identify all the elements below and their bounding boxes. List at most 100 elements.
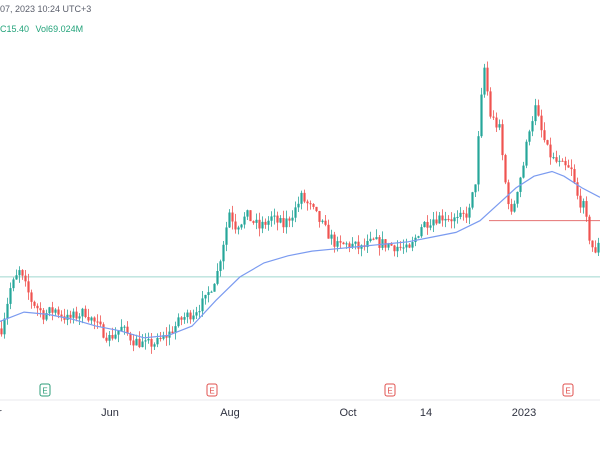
- candle-body: [165, 335, 168, 338]
- candle-body: [498, 124, 501, 128]
- candle-body: [522, 165, 525, 178]
- candle-body: [228, 212, 231, 228]
- candle-body: [561, 160, 564, 162]
- candle-body: [330, 234, 333, 239]
- candle-body: [426, 221, 429, 228]
- candle-body: [378, 237, 381, 248]
- earnings-marker-letter: E: [565, 387, 570, 396]
- candle-body: [393, 245, 396, 252]
- candle-body: [585, 201, 588, 217]
- candles: [0, 61, 600, 354]
- candle-body: [438, 215, 441, 224]
- candle-body: [552, 157, 555, 159]
- candle-body: [33, 301, 36, 306]
- candle-body: [402, 247, 405, 249]
- candle-body: [144, 340, 147, 342]
- x-tick-label: 2023: [512, 407, 536, 419]
- candle-body: [180, 317, 183, 320]
- candle-body: [114, 334, 117, 339]
- earnings-marker[interactable]: E: [384, 383, 396, 397]
- x-tick-label: Oct: [339, 407, 356, 419]
- candle-body: [132, 340, 135, 346]
- candle-body: [390, 244, 393, 246]
- candle-body: [486, 67, 489, 92]
- candle-body: [78, 316, 81, 319]
- candle-body: [177, 317, 180, 327]
- candle-body: [447, 218, 450, 220]
- candle-body: [105, 337, 108, 341]
- candle-body: [252, 221, 255, 223]
- candle-body: [411, 242, 414, 248]
- candle-body: [162, 335, 165, 339]
- candle-body: [408, 244, 411, 248]
- candle-body: [594, 247, 597, 253]
- candle-body: [234, 221, 237, 230]
- moving-average-line: [0, 170, 600, 339]
- candle-body: [348, 243, 351, 248]
- candle-body: [57, 309, 60, 315]
- candle-body: [99, 321, 102, 325]
- candle-body: [477, 136, 480, 185]
- candle-body: [381, 239, 384, 248]
- candle-body: [354, 241, 357, 244]
- candle-body: [195, 312, 198, 316]
- candle-body: [183, 317, 186, 320]
- candle-body: [204, 294, 207, 299]
- earnings-marker-box: [206, 383, 218, 397]
- candle-body: [72, 311, 75, 318]
- ohlc-legend: C15.40 Vol69.024M: [0, 24, 87, 34]
- candle-body: [159, 337, 162, 339]
- candle-body: [459, 212, 462, 217]
- candle-body: [30, 292, 33, 302]
- candle-body: [39, 308, 42, 311]
- candle-body: [81, 308, 84, 317]
- candle-body: [417, 236, 420, 238]
- earnings-marker[interactable]: E: [39, 383, 51, 397]
- candle-body: [480, 94, 483, 137]
- candle-body: [591, 240, 594, 248]
- candle-body: [90, 317, 93, 321]
- x-tick-label: 14: [420, 407, 432, 419]
- candle-body: [495, 117, 498, 128]
- candle-body: [339, 241, 342, 243]
- candle-body: [51, 307, 54, 313]
- candle-body: [237, 227, 240, 230]
- earnings-marker-letter: E: [42, 387, 47, 396]
- candle-body: [405, 244, 408, 248]
- candle-body: [9, 288, 12, 304]
- candle-body: [96, 321, 99, 323]
- candle-body: [276, 215, 279, 223]
- candle-body: [360, 245, 363, 249]
- candle-body: [465, 213, 468, 218]
- candle-body: [84, 308, 87, 318]
- candle-body: [531, 121, 534, 132]
- candle-body: [249, 210, 252, 222]
- candle-body: [210, 291, 213, 293]
- candle-body: [126, 326, 129, 334]
- candle-body: [315, 206, 318, 212]
- candle-body: [138, 338, 141, 348]
- candle-body: [387, 244, 390, 248]
- candle-body: [0, 328, 3, 335]
- candle-body: [321, 220, 324, 222]
- candle-body: [576, 182, 579, 196]
- candle-body: [198, 311, 201, 313]
- candle-body: [246, 210, 249, 217]
- earnings-marker[interactable]: E: [206, 383, 218, 397]
- candle-body: [201, 298, 204, 312]
- candle-body: [129, 333, 132, 341]
- candle-body: [543, 130, 546, 141]
- candle-body: [462, 212, 465, 214]
- candle-body: [423, 221, 426, 228]
- candle-body: [558, 160, 561, 162]
- earnings-marker[interactable]: E: [562, 383, 574, 397]
- x-tick-label: Aug: [220, 407, 240, 419]
- candle-body: [534, 105, 537, 122]
- candle-body: [222, 244, 225, 262]
- candle-body: [225, 227, 228, 245]
- candle-body: [219, 261, 222, 271]
- candle-body: [579, 195, 582, 208]
- candle-body: [111, 335, 114, 339]
- candle-body: [510, 204, 513, 212]
